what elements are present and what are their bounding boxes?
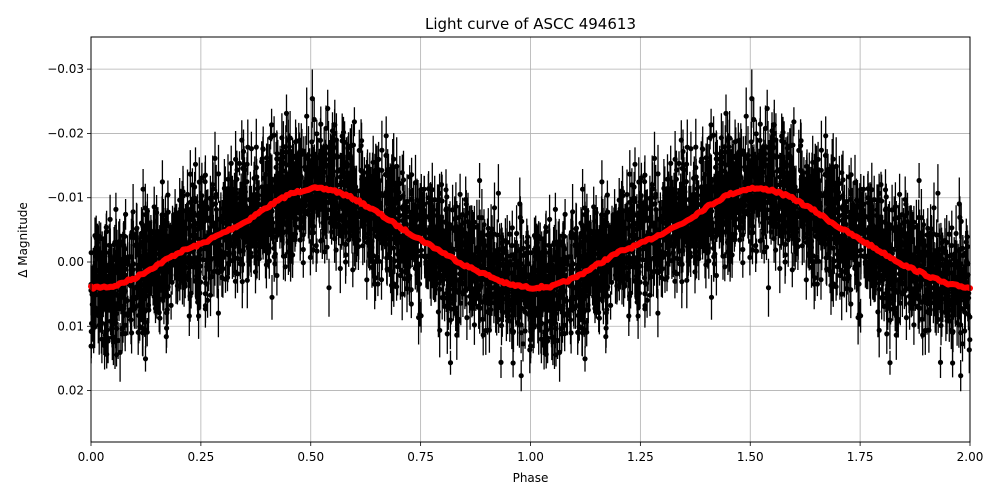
y-tick-label: 0.02: [57, 384, 84, 398]
x-tick-label: 0.00: [78, 450, 105, 464]
x-axis-ticks: 0.00 0.25 0.50 0.75 1.00 1.25 1.50 1.75 2.00: [78, 442, 984, 464]
x-tick-label: 1.50: [737, 450, 764, 464]
y-tick-label: 0.00: [57, 255, 84, 269]
x-tick-label: 0.25: [188, 450, 215, 464]
y-tick-label: −0.03: [47, 62, 84, 76]
chart-title: Light curve of ASCC 494613: [425, 15, 636, 33]
x-tick-label: 1.75: [847, 450, 874, 464]
x-tick-label: 0.75: [407, 450, 434, 464]
data-point-markers: [88, 95, 973, 379]
y-tick-label: 0.01: [57, 319, 84, 333]
y-axis-label: Δ Magnitude: [16, 202, 30, 278]
y-tick-label: −0.01: [47, 191, 84, 205]
binned-curve-line: [88, 184, 973, 292]
x-axis-label: Phase: [513, 471, 549, 485]
x-tick-label: 2.00: [957, 450, 984, 464]
x-tick-label: 1.00: [517, 450, 544, 464]
y-tick-label: −0.02: [47, 126, 84, 140]
x-tick-label: 1.25: [627, 450, 654, 464]
x-tick-label: 0.50: [297, 450, 324, 464]
y-axis-ticks: −0.03 −0.02 −0.01 0.00 0.01 0.02: [47, 62, 91, 398]
